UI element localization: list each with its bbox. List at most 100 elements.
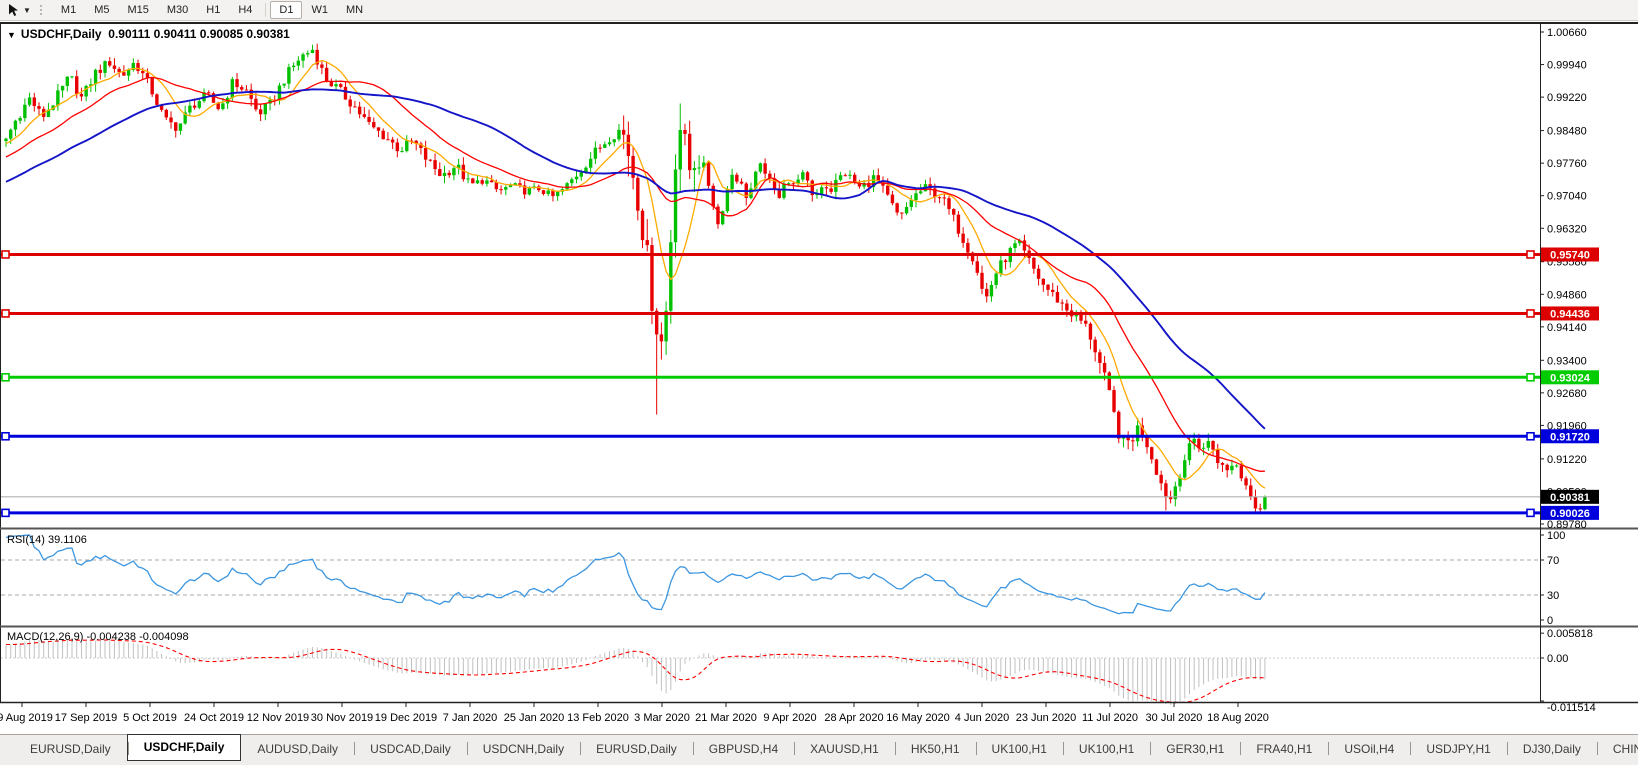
chart-menu-caret-icon[interactable]: ▼ <box>7 30 16 40</box>
line-handle[interactable] <box>1 309 10 318</box>
chart-tab-hk50-h1[interactable]: HK50,H1 <box>894 735 976 762</box>
candles-layer <box>4 43 1267 514</box>
chart-tab-uk100-h1[interactable]: UK100,H1 <box>975 735 1063 762</box>
chart-tab-usdjpy-h1[interactable]: USDJPY,H1 <box>1410 735 1506 762</box>
timeframe-button-m15[interactable]: M15 <box>127 4 149 16</box>
date-tick-label: 16 May 2020 <box>886 712 950 724</box>
chart-tab-eurusd-daily[interactable]: EURUSD,Daily <box>30 741 111 756</box>
price-tick-label: 0.94860 <box>1547 289 1587 301</box>
svg-text:70: 70 <box>1547 555 1559 567</box>
line-handle[interactable] <box>1526 309 1535 318</box>
line-handle[interactable] <box>1 431 10 441</box>
toolbar-separator <box>265 3 267 17</box>
chart-tab-fra40-h1[interactable]: FRA40,H1 <box>1240 735 1328 762</box>
chart-tab-ger30-h1[interactable]: GER30,H1 <box>1150 735 1240 762</box>
rsi-indicator-label: RSI(14) 39.1106 <box>7 534 87 546</box>
chart-tab-eurusd-daily[interactable]: EURUSD,Daily <box>580 735 693 762</box>
price-label-text: 0.91720 <box>1550 431 1590 443</box>
svg-text:0.00: 0.00 <box>1547 653 1568 665</box>
timeframe-button-h4[interactable]: H4 <box>238 4 253 16</box>
timeframe-button-h1[interactable]: H1 <box>206 4 221 16</box>
chart-tab-xauusd-h1[interactable]: XAUUSD,H1 <box>794 735 895 762</box>
date-tick-label: 17 Sep 2019 <box>55 712 117 724</box>
price-tick-label: 0.91220 <box>1547 454 1587 466</box>
price-label-box <box>1541 429 1599 444</box>
price-tick-label: 0.97040 <box>1547 191 1587 203</box>
date-tick-label: 30 Jul 2020 <box>1146 712 1203 724</box>
price-tick-label: 1.00660 <box>1547 27 1587 39</box>
rsi-line <box>5 534 1266 615</box>
price-tick-label: 0.93400 <box>1547 355 1587 367</box>
moving-average-8[interactable] <box>5 59 1266 489</box>
chart-tab-audusd-daily[interactable]: AUDUSD,Daily <box>257 741 339 756</box>
price-label-box <box>1541 306 1599 321</box>
date-tick-label: 11 Jul 2020 <box>1082 712 1138 724</box>
timeframe-button-m30[interactable]: M30 <box>166 4 189 16</box>
moving-average-21[interactable] <box>5 76 1265 472</box>
timeframe-button-m1[interactable]: M1 <box>60 4 77 16</box>
chart-tab-china300-h1[interactable]: CHINA300,H1 <box>1596 735 1638 762</box>
chart-tabs-bar: EURUSD,Daily USDCHF,Daily AUDUSD,Daily USDC… <box>0 733 1638 765</box>
macd-histogram <box>5 638 1266 705</box>
date-tick-label: 25 Jan 2020 <box>504 712 565 724</box>
chart-tab-usoil-h4[interactable]: USOil,H4 <box>1328 735 1410 762</box>
line-handle[interactable] <box>1 373 10 382</box>
price-label-text: 0.93024 <box>1550 372 1591 384</box>
line-handle[interactable] <box>1 250 10 259</box>
chevron-down-icon[interactable]: ▼ <box>23 5 31 15</box>
price-label-text: 0.90381 <box>1550 492 1590 504</box>
date-tick-label: 13 Feb 2020 <box>567 712 629 724</box>
date-tick-label: 23 Jun 2020 <box>1016 712 1077 724</box>
chart-tab-gbpusd-h4[interactable]: GBPUSD,H4 <box>692 735 794 762</box>
price-tick-label: 0.94140 <box>1547 322 1587 334</box>
price-tick-label: 0.99940 <box>1547 60 1587 72</box>
toolbar-grip-handle <box>38 3 44 17</box>
date-tick-label: 18 Aug 2020 <box>1207 712 1269 724</box>
timeframe-button-m5[interactable]: M5 <box>94 4 110 16</box>
price-chart-canvas[interactable]: 1.00660 0.99940 0.99220 0.98480 0.97760 0.970… <box>0 22 1638 728</box>
line-handle[interactable] <box>1526 508 1535 518</box>
moving-average-45[interactable] <box>5 88 1266 430</box>
price-tick-label: 0.98480 <box>1547 126 1587 138</box>
timeframe-toolbar: ▼ M1 M5 M15 M30 H1 H4 D1 W1 MN <box>0 0 1638 21</box>
date-tick-label: 7 Jan 2020 <box>443 712 497 724</box>
date-tick-label: 12 Nov 2019 <box>247 712 309 724</box>
date-tick-label: 9 Apr 2020 <box>763 712 816 724</box>
date-tick-label: 4 Jun 2020 <box>955 712 1009 724</box>
line-handle[interactable] <box>1526 250 1535 259</box>
chart-tab-usdcnh-daily[interactable]: USDCNH,Daily <box>466 735 580 762</box>
timeframe-button-w1[interactable]: W1 <box>311 4 328 16</box>
price-label-text: 0.95740 <box>1550 249 1590 261</box>
price-label-text: 0.90026 <box>1550 508 1590 520</box>
price-label-text: 0.94436 <box>1550 308 1590 320</box>
chart-tab-dj30-daily[interactable]: DJ30,Daily <box>1506 735 1597 762</box>
price-label-box <box>1541 370 1599 385</box>
line-handle[interactable] <box>1 508 10 518</box>
chart-tab-usdchf-daily[interactable]: USDCHF,Daily <box>126 733 242 761</box>
macd-axis: 0.005818 0.00 -0.011514 <box>1540 628 1596 714</box>
timeframe-button-d1[interactable]: D1 <box>270 1 303 19</box>
svg-text:100: 100 <box>1547 530 1565 542</box>
price-tick-label: 0.89780 <box>1547 519 1587 531</box>
date-tick-label: 21 Mar 2020 <box>695 712 757 724</box>
cursor-icon[interactable] <box>5 2 21 18</box>
macd-signal-line <box>6 639 1265 703</box>
chart-tab-uk100-h1[interactable]: UK100,H1 <box>1062 735 1150 762</box>
price-tick-label: 0.97760 <box>1547 158 1587 170</box>
price-label-box <box>1541 489 1599 504</box>
chart-tab-usdcad-daily[interactable]: USDCAD,Daily <box>354 735 467 762</box>
price-tick-label: 0.99220 <box>1547 92 1587 104</box>
date-tick-label: 5 Oct 2019 <box>123 712 177 724</box>
svg-text:0.005818: 0.005818 <box>1547 628 1593 640</box>
svg-text:-0.011514: -0.011514 <box>1547 702 1596 714</box>
timeframe-button-mn[interactable]: MN <box>345 4 364 16</box>
chart-title-symbol: USDCHF,Daily <box>20 27 102 41</box>
date-tick-label: 28 Apr 2020 <box>824 712 883 724</box>
date-tick-label: 30 Nov 2019 <box>311 712 373 724</box>
date-tick-label: 29 Aug 2019 <box>0 712 53 724</box>
line-handle[interactable] <box>1526 431 1535 441</box>
price-axis[interactable]: 1.00660 0.99940 0.99220 0.98480 0.97760 0.970… <box>1540 27 1587 531</box>
line-handle[interactable] <box>1526 373 1535 382</box>
